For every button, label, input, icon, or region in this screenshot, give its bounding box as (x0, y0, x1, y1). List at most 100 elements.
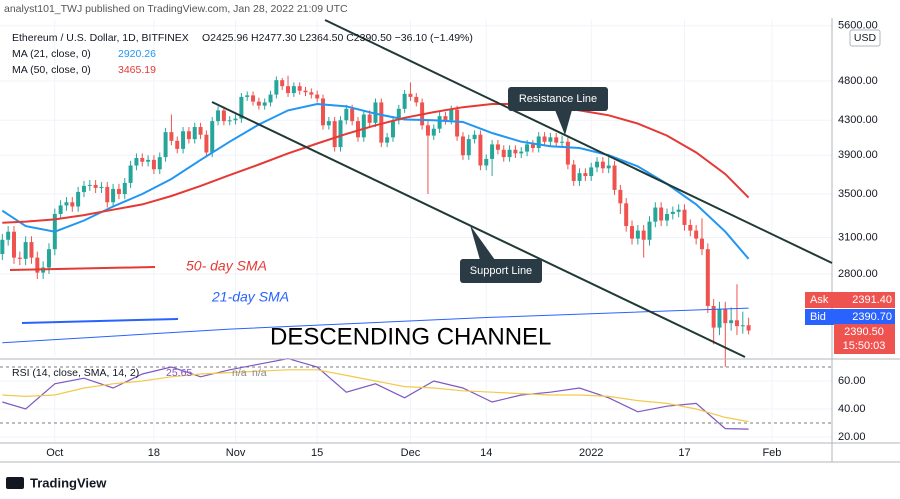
candle-body (705, 249, 710, 306)
candle-body (589, 167, 594, 177)
candle-body (233, 118, 238, 121)
ask-tag (805, 292, 895, 308)
candle-body (344, 108, 349, 121)
ohlc-readout: O2425.96 H2477.30 L2364.50 C2390.50 −36.… (202, 32, 473, 44)
candle-body (373, 102, 378, 123)
y-tick-label: 3500.00 (838, 188, 878, 200)
candle-body (618, 189, 623, 204)
candle-body (6, 231, 11, 240)
candle-body (262, 102, 267, 106)
y-tick-label: 3900.00 (838, 149, 878, 161)
candle-body (449, 109, 454, 121)
candle-body (163, 132, 168, 158)
resistance-label: Resistance Line (519, 93, 597, 105)
candle-body (600, 161, 605, 169)
candle-body (414, 96, 419, 103)
candle-body (87, 184, 92, 186)
candle-body (35, 257, 40, 273)
candle-body (437, 116, 442, 129)
candle-body (390, 120, 395, 138)
candle-body (530, 144, 535, 148)
x-tick-label: 18 (148, 447, 160, 459)
sma50-marker (9, 266, 156, 271)
resistance-callout (508, 87, 608, 111)
candle-body (70, 202, 75, 207)
candle-body (17, 257, 22, 259)
candle-body (606, 165, 611, 169)
candle-body (612, 165, 617, 190)
candle-body (734, 320, 739, 327)
candle-body (402, 93, 407, 109)
y-tick-label: 60.00 (838, 375, 866, 387)
candle-body (501, 149, 506, 158)
bid-label: Bid (810, 311, 826, 323)
candle-body (554, 137, 559, 143)
candle-body (227, 120, 232, 122)
candle-body (245, 95, 250, 97)
y-tick-label: 5600.00 (838, 20, 878, 32)
ask-label: Ask (810, 294, 829, 306)
bid-value: 2390.70 (852, 311, 892, 323)
rsi-legend: RSI (14, close, SMA, 14, 2) (12, 367, 139, 379)
candle-body (624, 203, 629, 227)
candle-body (291, 86, 296, 94)
support-trendline (211, 101, 746, 358)
candle-body (571, 164, 576, 181)
series-line (2, 369, 749, 423)
ma50-legend: MA (50, close, 0) (12, 64, 91, 76)
candle-body (0, 239, 5, 254)
candle-body (315, 94, 320, 99)
candle-body (64, 202, 69, 206)
candle-body (221, 110, 226, 122)
candle-body (204, 134, 209, 153)
candle-body (577, 173, 582, 181)
candle-body (688, 224, 693, 231)
candle-body (425, 125, 430, 136)
candle-body (519, 151, 524, 154)
candle-body (525, 144, 530, 152)
candle-body (175, 140, 180, 149)
candle-body (542, 136, 547, 142)
ma21-value: 2920.26 (118, 48, 156, 60)
candle-body (565, 141, 570, 165)
support-label: Support Line (470, 265, 532, 277)
x-tick-label: 2022 (579, 447, 603, 459)
rsi-value: 25.65 (166, 367, 192, 379)
candle-body (297, 86, 302, 91)
candle-body (58, 205, 63, 214)
ask-value: 2391.40 (852, 294, 892, 306)
candle-body (93, 184, 98, 188)
candle-body (664, 213, 669, 221)
series-line (2, 307, 749, 344)
candle-body (309, 92, 314, 95)
candle-body (128, 165, 133, 183)
candle-body (676, 209, 681, 212)
candle-body (711, 305, 716, 328)
candle-body (740, 325, 745, 327)
sma21-marker (21, 318, 179, 324)
callout-arrow (555, 110, 572, 135)
candle-body (134, 158, 139, 166)
candle-body (490, 144, 495, 159)
candle-body (466, 139, 471, 156)
candle-body (355, 121, 360, 138)
candle-body (560, 141, 565, 143)
candle-body (536, 136, 541, 148)
candle-body (484, 158, 489, 166)
footer-brand: TradingView (30, 475, 107, 490)
candle-body (641, 230, 646, 240)
currency-box (849, 29, 881, 47)
candle-body (723, 308, 728, 324)
logo (6, 477, 24, 489)
rsi-na: n/a (252, 367, 267, 379)
sma50-annotation: 50- day SMA (186, 258, 267, 274)
candle-body (157, 157, 162, 170)
candle-body (635, 230, 640, 239)
candle-body (472, 134, 477, 140)
x-tick-label: Nov (226, 447, 246, 459)
x-tick-label: 14 (480, 447, 492, 459)
countdown: 15:50:03 (843, 340, 886, 352)
candle-body (122, 182, 127, 194)
candle-body (350, 108, 355, 122)
candle-body (303, 90, 308, 93)
